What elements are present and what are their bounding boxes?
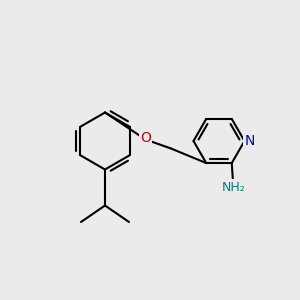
Text: O: O — [140, 131, 151, 145]
Text: NH₂: NH₂ — [221, 181, 245, 194]
Text: N: N — [245, 134, 255, 148]
